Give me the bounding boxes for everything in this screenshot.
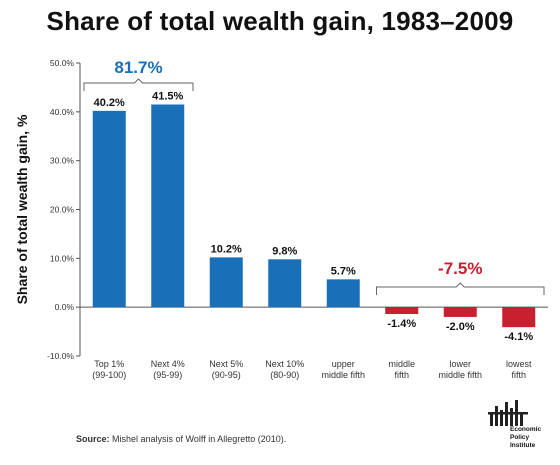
- y-tick-label: 40.0%: [50, 107, 75, 117]
- bar: [151, 104, 185, 308]
- bar-value-label: 40.2%: [94, 97, 125, 109]
- chart-title: Share of total wealth gain, 1983–2009: [46, 6, 514, 36]
- x-tick-label: lowest: [506, 359, 532, 369]
- x-tick-label: fifth: [511, 370, 526, 380]
- bar-value-label: 10.2%: [211, 243, 242, 255]
- group-bracket: [376, 282, 545, 295]
- x-tick-label: Next 4%: [151, 359, 185, 369]
- bar: [385, 307, 419, 315]
- bar: [326, 279, 360, 308]
- group-total-label: 81.7%: [114, 58, 162, 77]
- y-tick-label: 30.0%: [50, 156, 75, 166]
- bar: [92, 110, 126, 308]
- x-tick-label: (95-99): [153, 370, 182, 380]
- bar-value-label: -1.4%: [387, 318, 416, 330]
- logo-line-3: Institute: [510, 442, 536, 449]
- y-tick-label: 50.0%: [50, 58, 75, 68]
- x-tick-label: lower: [449, 359, 471, 369]
- x-tick-label: (99-100): [92, 370, 126, 380]
- source-text: Mishel analysis of Wolff in Allegretto (…: [109, 434, 287, 444]
- x-tick-label: middle fifth: [321, 370, 365, 380]
- bar-value-label: -2.0%: [446, 321, 475, 333]
- epi-logo-icon: [488, 400, 528, 426]
- source-label: Source:: [76, 434, 110, 444]
- x-tick-label: middle: [388, 359, 415, 369]
- bar: [209, 257, 243, 308]
- bar-value-label: 41.5%: [152, 91, 183, 103]
- bar: [443, 307, 477, 317]
- logo-text: Economic Policy Institute: [510, 426, 541, 450]
- group-bracket: [83, 78, 194, 91]
- logo-line-1: Economic: [510, 426, 542, 433]
- x-tick-label: Next 5%: [209, 359, 243, 369]
- y-tick-label: -10.0%: [47, 351, 74, 361]
- x-tick-label: (90-95): [212, 370, 241, 380]
- x-tick-label: middle fifth: [438, 370, 482, 380]
- y-axis-label: Share of total wealth gain, %: [14, 114, 30, 304]
- x-tick-label: (80-90): [270, 370, 299, 380]
- y-tick-label: 20.0%: [50, 205, 75, 215]
- x-tick-label: Top 1%: [94, 359, 124, 369]
- x-tick-label: upper: [332, 359, 355, 369]
- y-tick-label: 10.0%: [50, 253, 75, 263]
- y-tick-label: 0.0%: [55, 302, 75, 312]
- bar-value-label: 9.8%: [272, 245, 297, 257]
- bar: [268, 259, 302, 308]
- x-tick-label: Next 10%: [265, 359, 304, 369]
- source-note: Source: Mishel analysis of Wolff in Alle…: [76, 434, 286, 444]
- x-tick-label: fifth: [394, 370, 409, 380]
- bar: [502, 307, 536, 328]
- logo-line-2: Policy: [510, 434, 530, 441]
- bar-value-label: 5.7%: [331, 265, 356, 277]
- group-total-label: -7.5%: [438, 259, 482, 278]
- bar-value-label: -4.1%: [504, 331, 533, 343]
